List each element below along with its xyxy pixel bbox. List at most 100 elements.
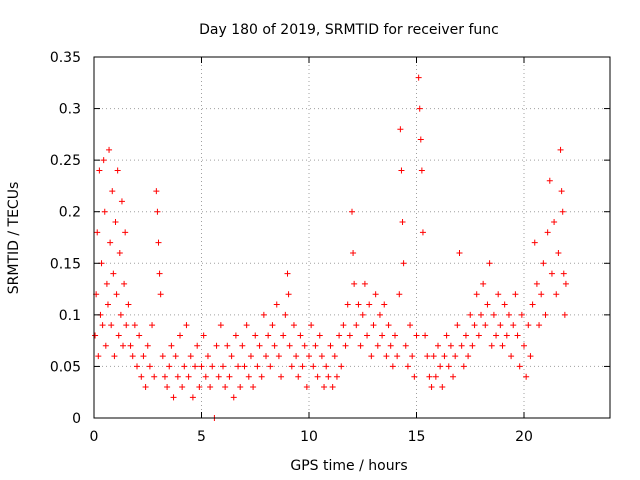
data-point [389, 363, 396, 370]
data-point [400, 260, 407, 267]
data-point [376, 311, 383, 318]
chart-title: Day 180 of 2019, SRMTID for receiver fun… [199, 22, 499, 38]
data-point [306, 353, 312, 360]
data-point [239, 342, 246, 349]
data-point [172, 353, 179, 360]
data-point [312, 342, 319, 349]
data-point [486, 260, 493, 267]
data-point [102, 342, 109, 349]
data-point [480, 280, 487, 287]
y-tick-label: 0.35 [50, 50, 81, 66]
data-point [548, 270, 555, 277]
data-point [308, 322, 315, 329]
data-point [546, 177, 553, 184]
data-point [338, 363, 345, 370]
data-point [192, 363, 199, 370]
data-point [497, 322, 504, 329]
data-point [245, 373, 252, 380]
data-point [179, 384, 186, 391]
data-point [228, 353, 235, 360]
data-point [108, 322, 115, 329]
data-point [263, 353, 269, 360]
data-point [364, 332, 371, 339]
data-point [350, 249, 357, 256]
data-point [226, 373, 233, 380]
data-point [424, 353, 431, 360]
data-point [558, 188, 565, 195]
data-point [92, 332, 99, 339]
data-point [441, 353, 448, 360]
data-point [469, 342, 476, 349]
data-point [196, 384, 203, 391]
data-point [104, 301, 111, 308]
data-point [267, 363, 274, 370]
data-point [310, 363, 317, 370]
data-point [230, 394, 237, 401]
data-point [467, 311, 474, 318]
data-point [120, 342, 127, 349]
data-point [428, 384, 435, 391]
data-point [437, 363, 444, 370]
data-point [258, 373, 265, 380]
data-point [370, 322, 377, 329]
data-point [107, 239, 114, 246]
data-point [385, 322, 392, 329]
data-point [372, 291, 379, 298]
data-point [134, 363, 140, 370]
data-point [516, 363, 523, 370]
y-tick-label: 0.15 [50, 256, 81, 272]
data-point [523, 373, 530, 380]
data-point [183, 322, 190, 329]
data-point [123, 322, 130, 329]
data-point [109, 188, 116, 195]
data-point [473, 291, 480, 298]
data-point [422, 332, 429, 339]
data-point [106, 146, 113, 153]
data-point [529, 301, 536, 308]
data-point [501, 301, 508, 308]
data-point [260, 311, 267, 318]
data-point [484, 301, 491, 308]
data-point [562, 280, 569, 287]
data-point [340, 322, 347, 329]
data-point [181, 363, 188, 370]
data-point [482, 322, 489, 329]
data-point [411, 373, 418, 380]
data-point [282, 311, 289, 318]
data-point [551, 219, 558, 226]
y-tick-label: 0.1 [59, 308, 81, 324]
data-point [353, 322, 360, 329]
x-tick-label: 10 [300, 429, 318, 445]
data-point [518, 311, 525, 318]
data-point [399, 219, 406, 226]
data-point [177, 332, 183, 339]
data-point [280, 332, 287, 339]
data-point [136, 332, 143, 339]
data-point [286, 342, 293, 349]
data-point [198, 363, 205, 370]
data-point [194, 342, 201, 349]
data-point [118, 198, 125, 205]
data-point [336, 332, 343, 339]
data-point [495, 291, 502, 298]
data-point [531, 239, 538, 246]
data-point [475, 332, 482, 339]
data-point [456, 249, 463, 256]
data-point [394, 353, 401, 360]
data-point [125, 301, 132, 308]
data-point [460, 363, 467, 370]
data-point [512, 291, 519, 298]
data-point [278, 373, 285, 380]
data-point [525, 322, 532, 329]
data-point [232, 332, 239, 339]
data-point [333, 373, 340, 380]
data-point [505, 311, 512, 318]
data-point [215, 373, 222, 380]
data-point [357, 342, 364, 349]
data-point [303, 384, 310, 391]
data-point [321, 384, 328, 391]
data-point [185, 373, 192, 380]
data-point [297, 332, 304, 339]
data-point [368, 353, 375, 360]
